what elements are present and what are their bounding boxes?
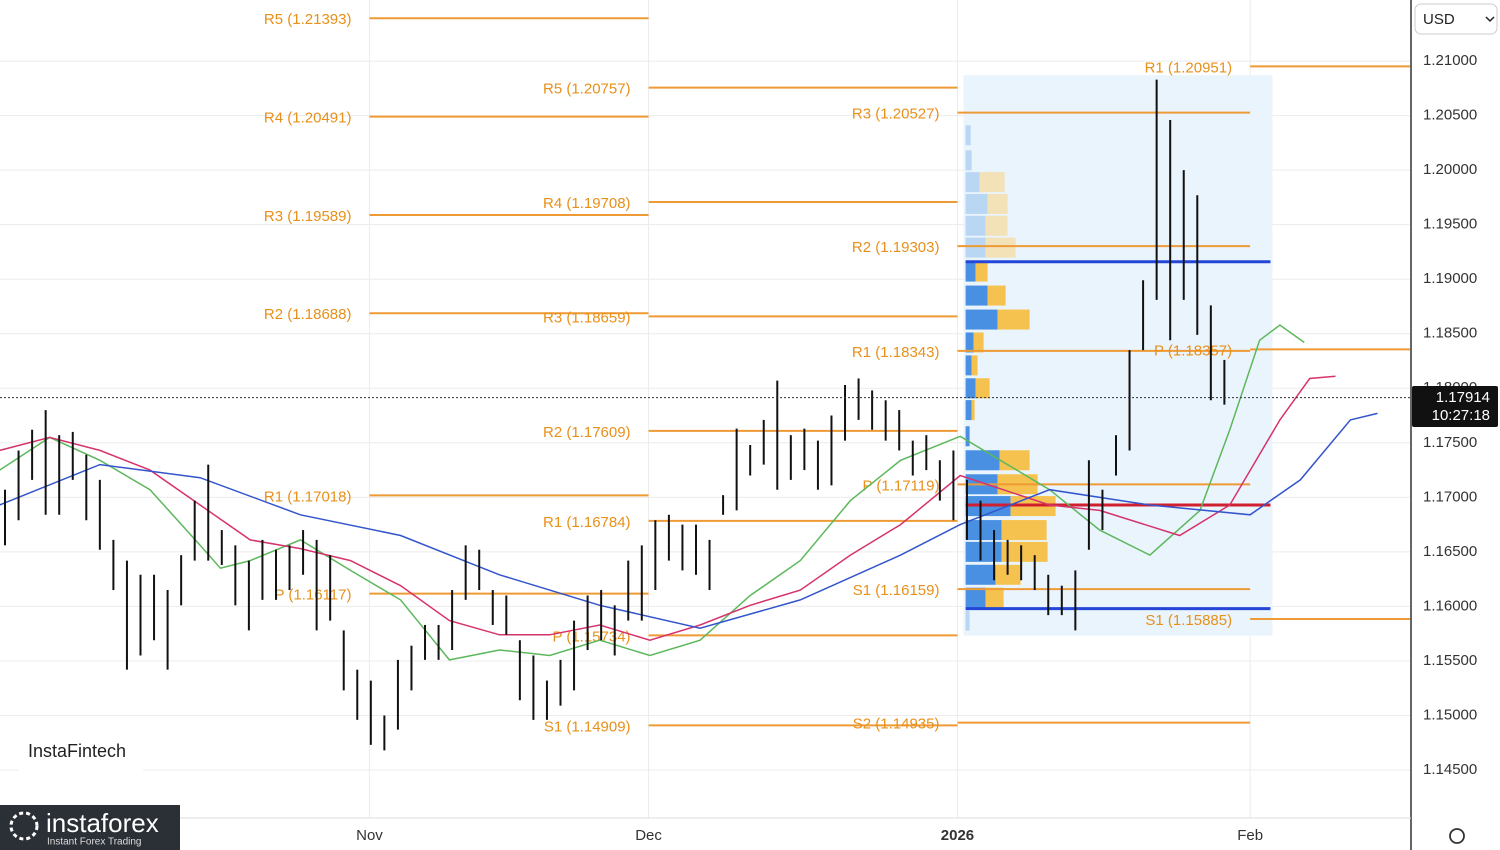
profile-down (979, 172, 1005, 193)
profile-up (965, 520, 1002, 541)
moving-average (0, 324, 1305, 661)
price-tag: 1.17914 10:27:18 (1412, 386, 1498, 427)
pivot-label: R5 (1.21393) (264, 11, 352, 28)
logo-box (0, 805, 180, 850)
pivot-label: S1 (1.16159) (853, 582, 940, 599)
profile-down (1001, 541, 1048, 562)
profile-down (975, 261, 988, 282)
pivot-label: R4 (1.20491) (264, 110, 352, 127)
profile-down (985, 587, 1004, 608)
currency-select[interactable]: USD (1414, 3, 1498, 35)
x-tick-label: 2026 (941, 827, 974, 844)
y-tick-label: 1.18500 (1423, 325, 1477, 342)
y-tick-label: 1.15500 (1423, 652, 1477, 669)
pivot-label: R4 (1.19708) (543, 195, 631, 212)
pivot-label: R2 (1.19303) (852, 239, 940, 256)
watermark: InstaFintech (28, 741, 126, 761)
profile-up (965, 261, 976, 282)
y-tick-label: 1.14500 (1423, 761, 1477, 778)
currency-label[interactable]: USD (1423, 11, 1455, 28)
watermark-box (18, 717, 143, 775)
pivot-label: R1 (1.18343) (852, 344, 940, 361)
pivot-label: S1 (1.15885) (1145, 612, 1232, 629)
profile-down (1001, 520, 1047, 541)
y-tick-label: 1.17000 (1423, 488, 1477, 505)
currency-box[interactable] (1414, 3, 1498, 35)
y-tick-label: 1.16000 (1423, 597, 1477, 614)
logo-tagline: Instant Forex Trading (47, 837, 142, 848)
profile-down (975, 378, 990, 399)
y-tick-label: 1.21000 (1423, 52, 1477, 69)
moving-average (0, 412, 1378, 629)
profile-up (965, 237, 986, 258)
pivot-label: R3 (1.20527) (852, 106, 940, 123)
pivot-label: R1 (1.20951) (1145, 59, 1233, 76)
pivot-label: R1 (1.17018) (264, 488, 352, 505)
logo-name: instaforex (46, 808, 159, 838)
y-tick-label: 1.19500 (1423, 216, 1477, 233)
profile-down (985, 215, 1008, 236)
profile-up (965, 285, 988, 306)
pivot-label: R3 (1.18659) (543, 309, 631, 326)
profile-up (965, 332, 974, 353)
chevron[interactable] (1485, 16, 1495, 23)
profile-down (985, 237, 1016, 258)
profile-up (965, 426, 970, 447)
x-tick-label: Nov (356, 827, 383, 844)
profile-up (965, 610, 970, 631)
price-tag-box (1412, 386, 1498, 427)
pivot-label: R3 (1.19589) (264, 208, 352, 225)
profile-up (965, 125, 971, 146)
settings-icon[interactable] (1449, 828, 1465, 844)
pivot-label: P (1.17119) (862, 477, 939, 494)
profile-down (971, 400, 975, 421)
profile-up (965, 172, 980, 193)
pivot-label: R2 (1.18688) (264, 306, 352, 323)
pivot-label: R2 (1.17609) (543, 424, 631, 441)
profile-down (973, 332, 984, 353)
pivot-label: P (1.18357) (1154, 342, 1232, 359)
profile-down (987, 193, 1008, 214)
countdown: 10:27:18 (1432, 407, 1490, 424)
x-tick-label: Feb (1237, 827, 1263, 844)
y-tick-label: 1.16500 (1423, 543, 1477, 560)
axes: 1.21000 1.20500 1.20000 1.19500 1.19000 1.185… (356, 52, 1477, 844)
pivot-label: S1 (1.14909) (544, 718, 631, 735)
profile-up (965, 355, 972, 376)
profile-up (965, 215, 986, 236)
pivot-label: R5 (1.20757) (543, 81, 631, 98)
profile-up (965, 587, 986, 608)
pivot-label: R1 (1.16784) (543, 514, 631, 531)
x-tick-label: Dec (635, 827, 662, 844)
pivot-label: P (1.16117) (274, 587, 351, 604)
y-tick-label: 1.17500 (1423, 434, 1477, 451)
plot-area: R5 (1.21393) R4 (1.20491) R3 (1.19589) R2 (… (0, 0, 1410, 818)
logo-icon (9, 811, 39, 841)
profile-up (965, 564, 996, 585)
pivot-label: P (1.15734) (552, 628, 630, 645)
profile-up (965, 193, 988, 214)
y-tick-label: 1.20500 (1423, 107, 1477, 124)
y-tick-label: 1.20000 (1423, 161, 1477, 178)
profile-down (971, 355, 978, 376)
profile-up (965, 400, 972, 421)
profile-down (987, 285, 1006, 306)
profile-down (999, 450, 1030, 471)
pivot-label: S2 (1.14935) (853, 716, 940, 733)
moving-average (0, 375, 1336, 641)
profile-up (965, 541, 1002, 562)
profile-up (965, 450, 1000, 471)
last-price: 1.17914 (1436, 389, 1490, 406)
y-tick-label: 1.15000 (1423, 706, 1477, 723)
profile-up (965, 309, 998, 330)
profile-down (997, 309, 1030, 330)
y-tick-label: 1.19000 (1423, 270, 1477, 287)
profile-up (965, 150, 972, 171)
profile-up (965, 378, 976, 399)
